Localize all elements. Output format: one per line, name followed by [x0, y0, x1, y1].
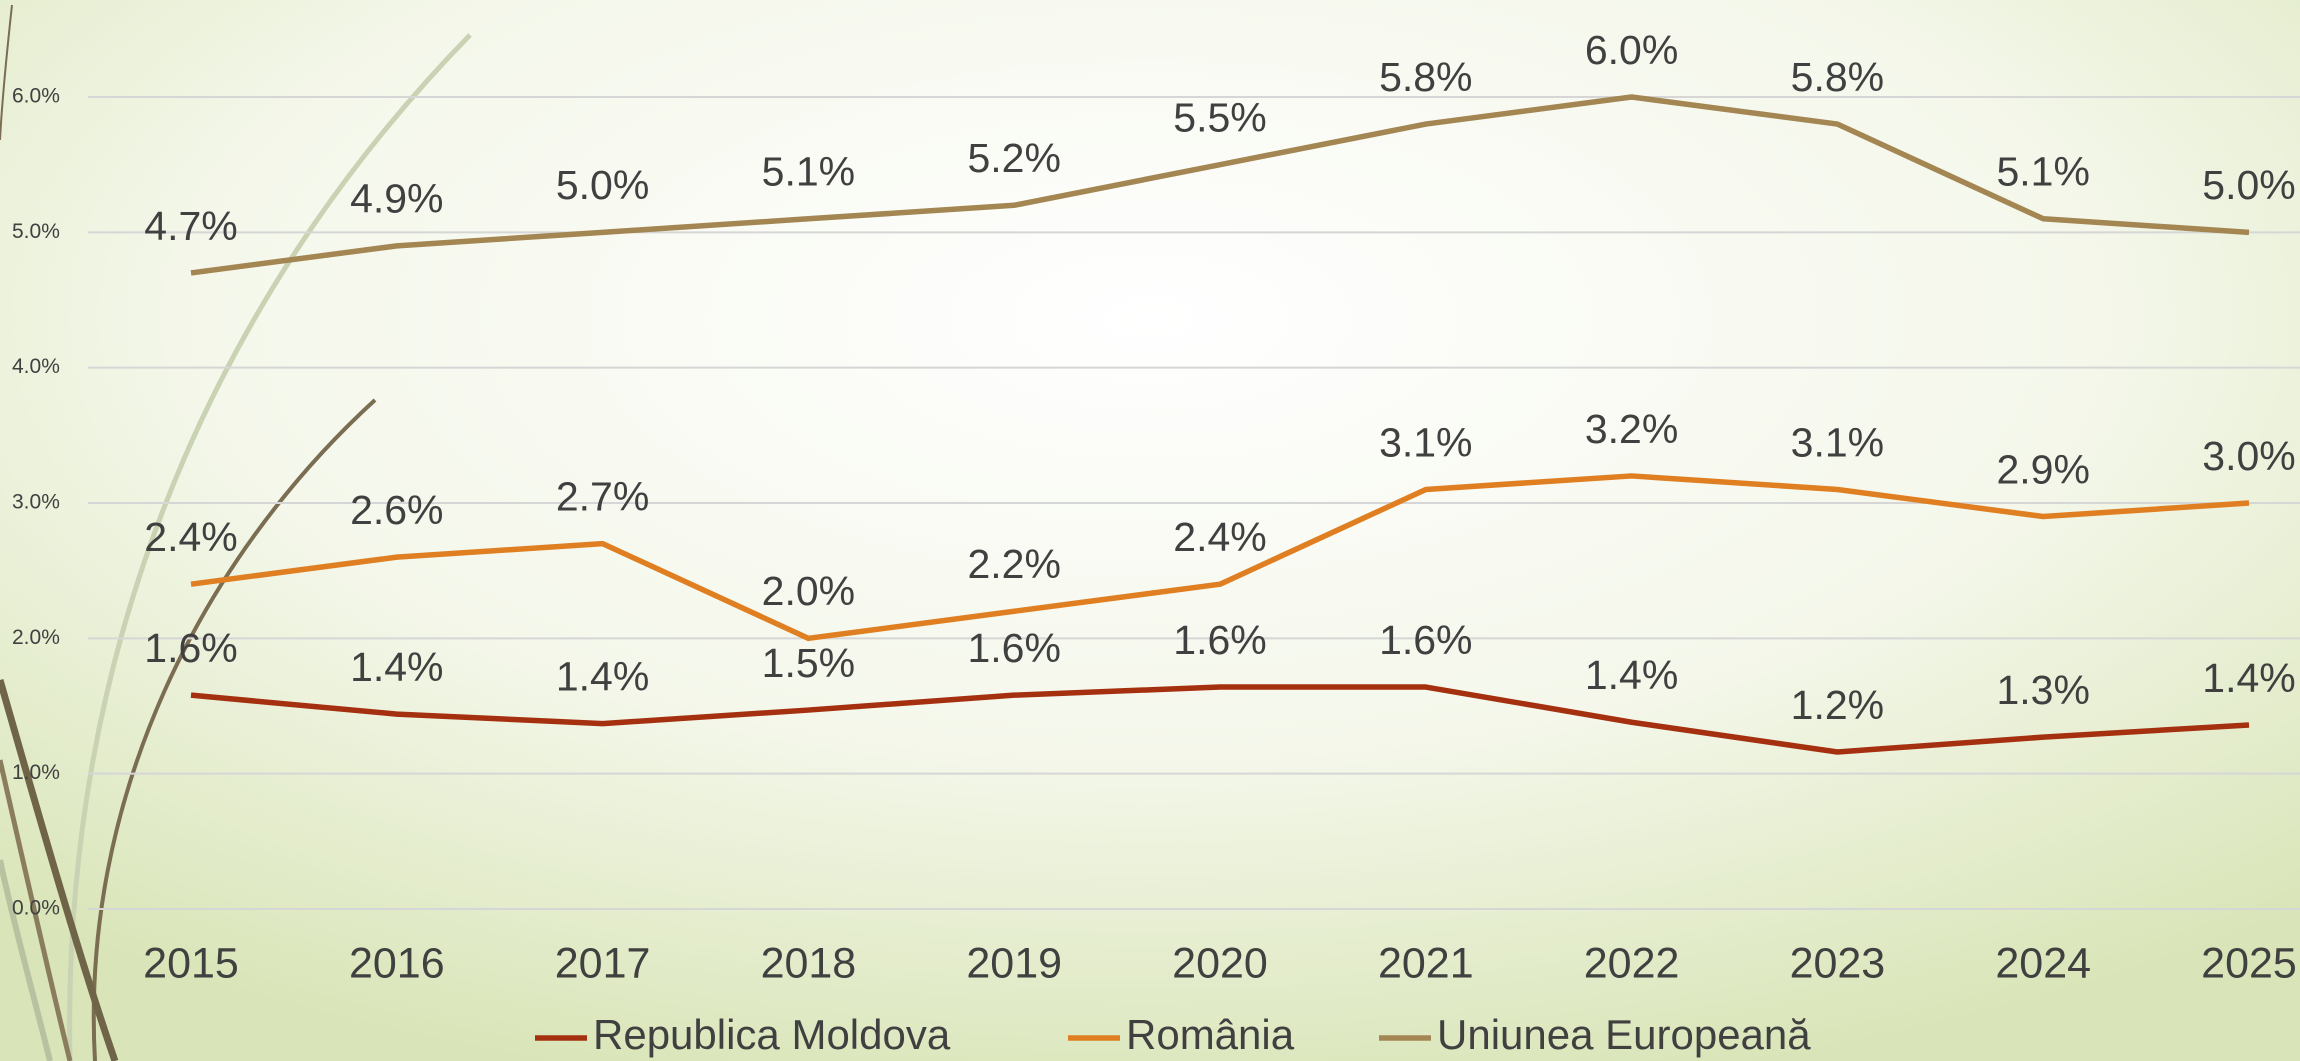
data-label: 5.2% — [967, 135, 1060, 181]
x-tick-label: 2016 — [349, 939, 445, 987]
data-label: 2.4% — [144, 514, 237, 560]
series-line — [190, 473, 2250, 642]
data-label: 4.7% — [144, 203, 237, 249]
y-tick-label: 0.0% — [12, 897, 60, 920]
data-label: 2.0% — [762, 568, 855, 614]
data-label: 2.9% — [1996, 446, 2089, 492]
series-line — [190, 684, 2250, 755]
data-label: 1.6% — [144, 625, 237, 671]
data-label: 5.0% — [556, 162, 649, 208]
data-label: 1.6% — [967, 625, 1060, 671]
data-label: 3.2% — [1585, 406, 1678, 452]
y-tick-label: 5.0% — [12, 220, 60, 243]
x-tick-label: 2023 — [1790, 939, 1886, 987]
data-label: 1.4% — [1585, 652, 1678, 698]
x-tick-label: 2015 — [143, 939, 239, 987]
decoration — [0, 4, 472, 1061]
x-tick-label: 2018 — [761, 939, 857, 987]
data-label: 3.1% — [1791, 419, 1884, 465]
data-label: 2.7% — [556, 473, 649, 519]
swoosh — [0, 859, 53, 1061]
x-tick-label: 2022 — [1584, 939, 1680, 987]
data-label: 5.1% — [1996, 149, 2089, 195]
data-label: 3.1% — [1379, 419, 1472, 465]
swoosh — [91, 398, 377, 1061]
data-label: 5.8% — [1379, 54, 1472, 100]
data-label: 1.4% — [2202, 655, 2295, 701]
y-tick-label: 3.0% — [12, 491, 60, 514]
data-label: 1.6% — [1173, 617, 1266, 663]
data-label: 5.5% — [1173, 94, 1266, 140]
legend-label: Uniunea Europeană — [1437, 1011, 1811, 1058]
data-label: 4.9% — [350, 176, 443, 222]
data-label: 6.0% — [1585, 27, 1678, 73]
data-label: 3.0% — [2202, 433, 2295, 479]
x-tick-label: 2017 — [555, 939, 651, 987]
data-label: 1.4% — [350, 644, 443, 690]
swoosh — [0, 4, 13, 141]
x-tick-label: 2020 — [1172, 939, 1268, 987]
x-tick-label: 2024 — [1995, 939, 2091, 987]
swoosh — [0, 759, 73, 1061]
data-label: 1.6% — [1379, 617, 1472, 663]
data-label: 1.3% — [1996, 667, 2089, 713]
swoosh — [0, 679, 119, 1061]
y-tick-label: 4.0% — [12, 355, 60, 378]
data-label: 2.2% — [967, 541, 1060, 587]
legend-label: Republica Moldova — [593, 1011, 951, 1058]
data-label: 1.2% — [1791, 682, 1884, 728]
x-tick-label: 2019 — [966, 939, 1062, 987]
data-label: 2.6% — [350, 487, 443, 533]
swoosh — [67, 33, 472, 1061]
x-tick-label: 2021 — [1378, 939, 1474, 987]
data-label: 5.0% — [2202, 162, 2295, 208]
data-label: 5.1% — [762, 149, 855, 195]
y-tick-label: 1.0% — [12, 761, 60, 784]
data-label: 5.8% — [1791, 54, 1884, 100]
data-label: 1.4% — [556, 653, 649, 699]
data-label: 1.5% — [762, 640, 855, 686]
x-tick-label: 2025 — [2201, 939, 2297, 987]
y-tick-label: 2.0% — [12, 626, 60, 649]
series-line — [190, 94, 2250, 276]
data-label: 2.4% — [1173, 514, 1266, 560]
legend-label: România — [1126, 1011, 1295, 1058]
y-tick-label: 6.0% — [12, 85, 60, 108]
